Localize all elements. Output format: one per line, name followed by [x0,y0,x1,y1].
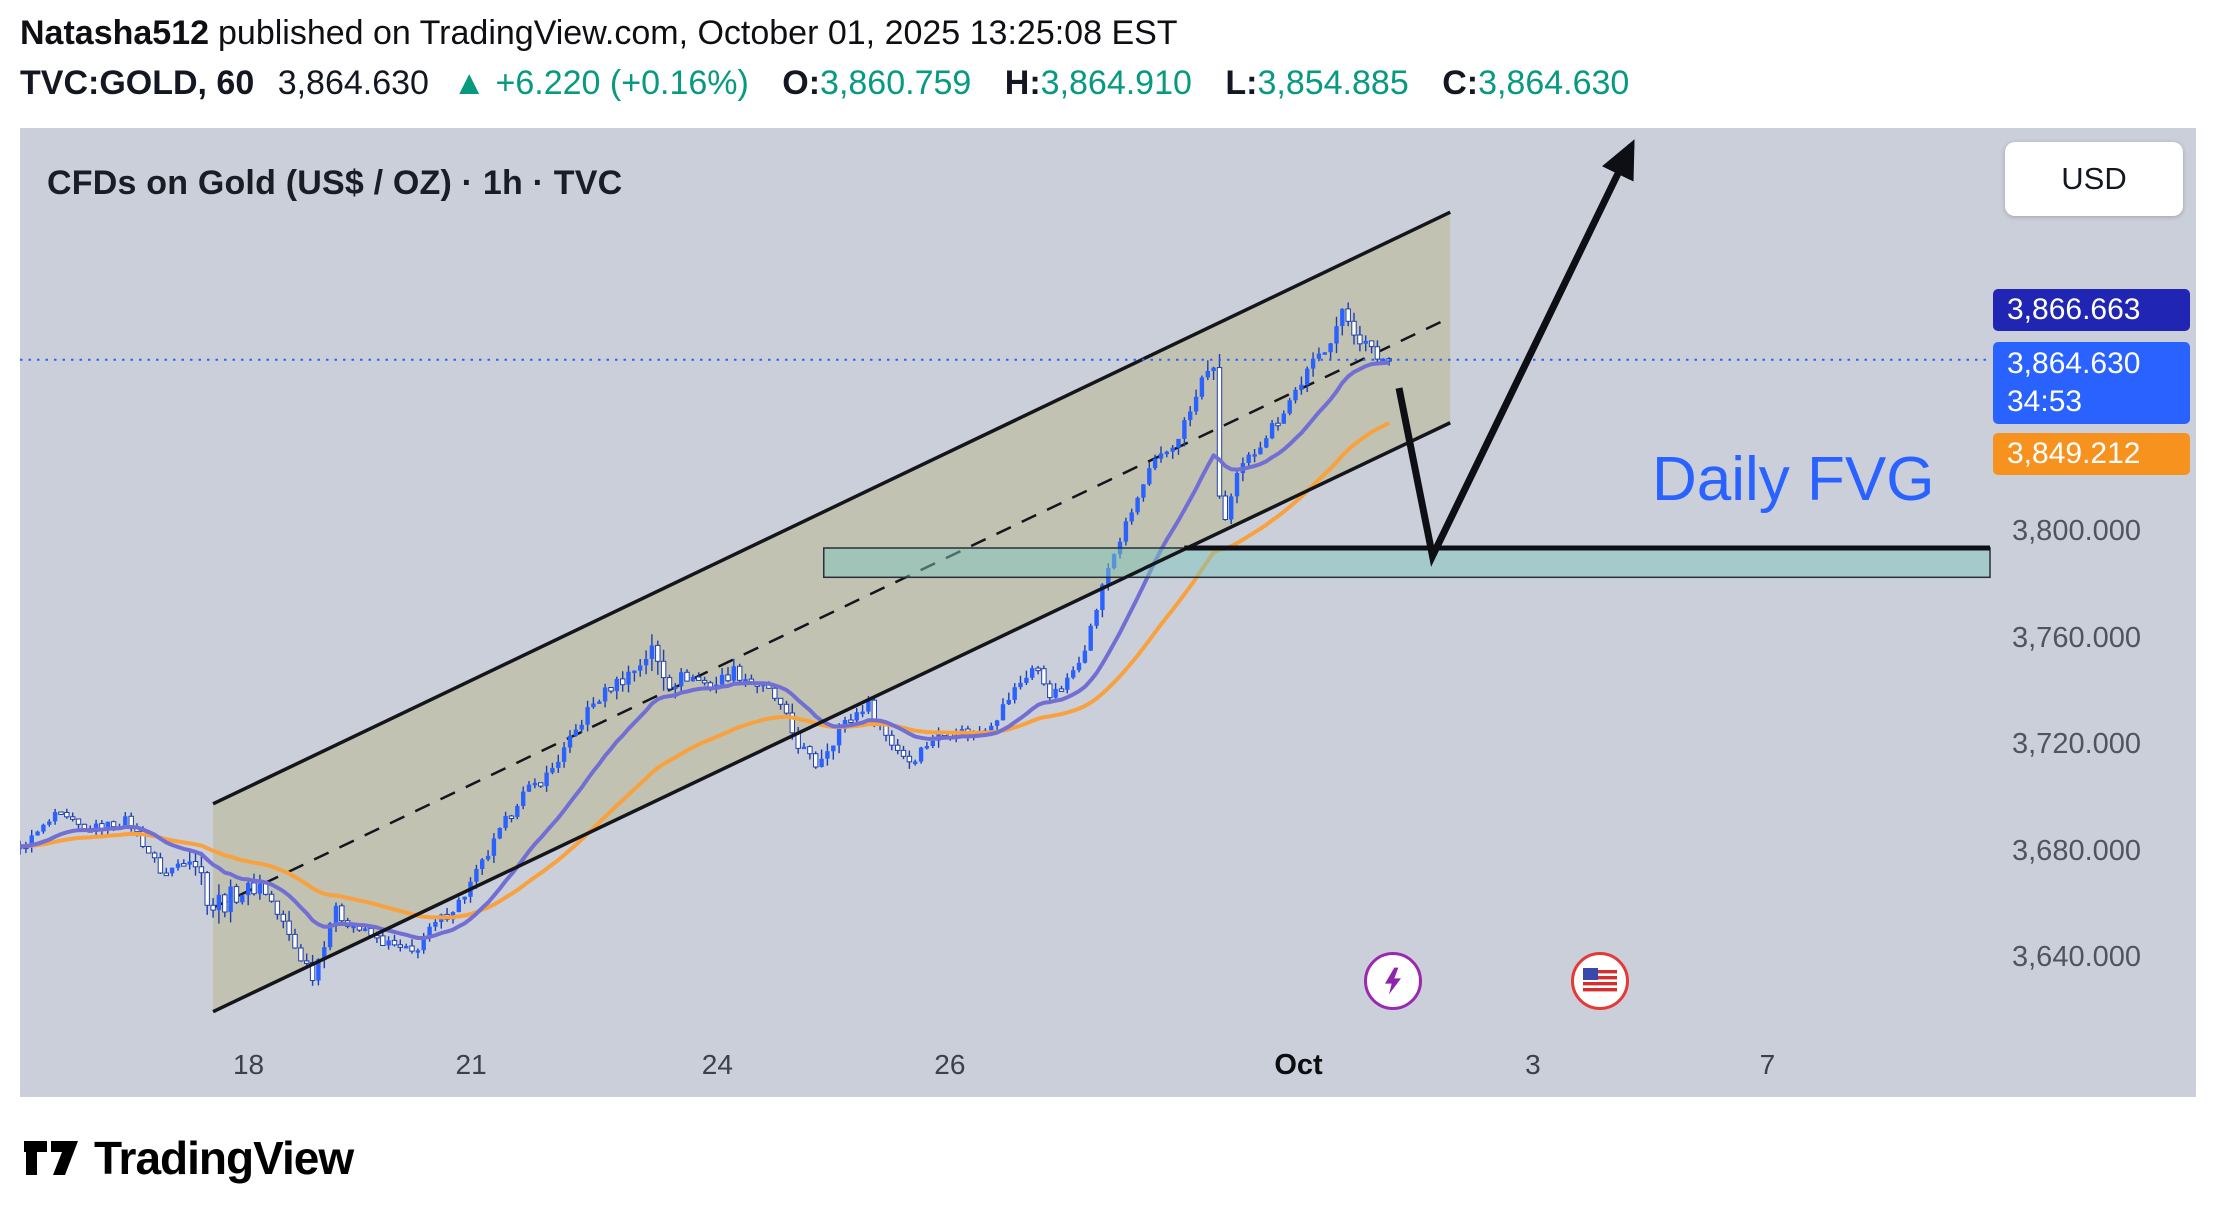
currency-button[interactable]: USD [2005,142,2183,216]
fvg-annotation[interactable]: Daily FVG [1652,445,1935,514]
publish-line: Natasha512 published on TradingView.com, … [20,14,1178,53]
high-label: H: [1004,64,1041,102]
footer-brand: TradingView [24,1131,354,1185]
symbol-name: TVC:GOLD, 60 [20,64,255,102]
tradingview-wordmark: TradingView [94,1132,354,1184]
publish-info: published on TradingView.com, October 01… [218,14,1178,52]
low-label: L: [1225,64,1258,102]
symbol-last-price: 3,864.630 [277,64,429,102]
chart-panel[interactable]: CFDs on Gold (US$ / OZ) · 1h · TVC USD D… [20,128,2196,1097]
author-name: Natasha512 [20,14,210,52]
high-value: 3,864.910 [1040,64,1192,102]
current-price-value: 3,864.630 [2007,347,2141,380]
price-tag-lower: 3,849.212 [1993,433,2190,475]
price-chart-canvas[interactable] [20,128,2196,1097]
price-change: ▲ +6.220 (+0.16%) [452,64,749,102]
bar-countdown: 34:53 [2007,385,2083,418]
currency-button-label: USD [2061,161,2127,196]
symbol-status-line: TVC:GOLD, 60 3,864.630 ▲ +6.220 (+0.16%)… [20,64,1629,103]
open-label: O: [782,64,821,102]
chart-layers [20,139,1991,1014]
low-value: 3,854.885 [1257,64,1409,102]
price-tag-current: 3,864.630 34:53 [1993,342,2190,424]
tradingview-logo-icon [24,1141,78,1175]
close-label: C: [1442,64,1479,102]
close-value: 3,864.630 [1478,64,1630,102]
chart-title: CFDs on Gold (US$ / OZ) · 1h · TVC [47,164,623,202]
open-value: 3,860.759 [820,64,972,102]
price-tag-upper: 3,866.663 [1993,289,2190,331]
